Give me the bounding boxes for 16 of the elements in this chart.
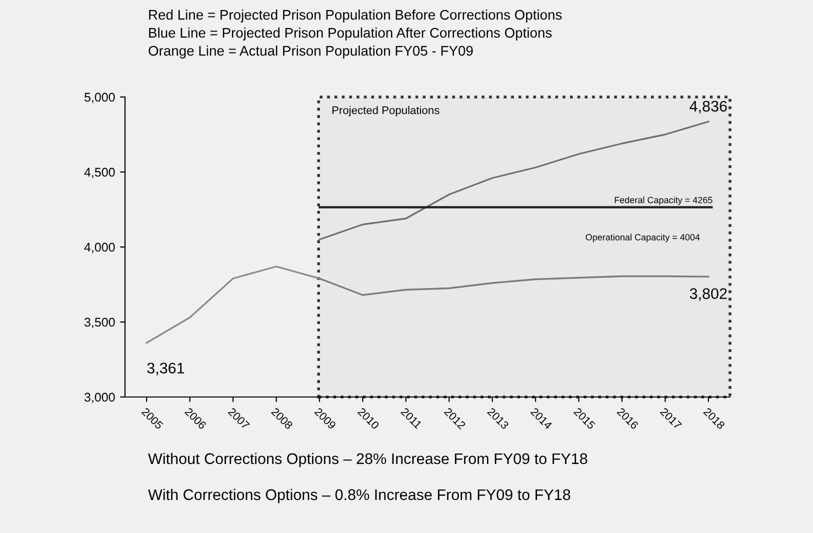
text: Orange Line = Actual Prison Population FY05 - FY09 xyxy=(148,46,473,58)
annotation: Operational Capacity = 4004 xyxy=(586,234,700,242)
ref-line-label: Federal Capacity = 4265 xyxy=(614,196,712,205)
y-tick-label: 4,000 xyxy=(84,242,115,254)
y-tick-label: 3,000 xyxy=(84,392,115,404)
data-label: 4,836 xyxy=(690,100,727,114)
data-label: 3,802 xyxy=(690,288,727,301)
chart-title: Red Line = Projected Prison Population Before Corrections Options xyxy=(149,10,562,22)
y-tick-label: 3,500 xyxy=(84,318,115,328)
chart-subtitle: Blue Line = Projected Prison Population After Corrections Options xyxy=(149,28,552,40)
text: With Corrections Options – 0.8% Increase From FY09 to FY18 xyxy=(148,488,570,504)
y-tick-label: 5,000 xyxy=(84,92,115,104)
band-label: Projected Populations xyxy=(332,106,440,116)
y-tick-label: 4,500 xyxy=(84,168,115,178)
data-label: 3,361 xyxy=(147,362,184,376)
text: Without Corrections Options – 28% Increase From FY09 to FY18 xyxy=(148,452,588,468)
